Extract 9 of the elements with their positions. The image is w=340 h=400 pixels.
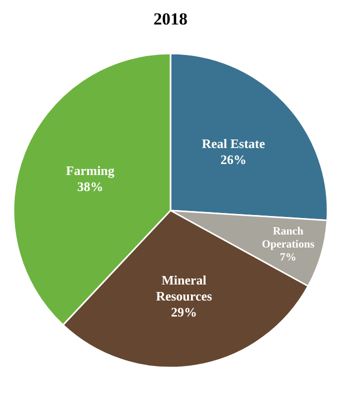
chart-title: 2018 xyxy=(154,10,188,28)
slice-label: Farming xyxy=(66,163,115,178)
slice-label: Ranch Operations xyxy=(262,226,316,251)
data-label: 7% xyxy=(280,252,296,264)
data-label: 26% xyxy=(220,152,246,167)
slice-label: Real Estate xyxy=(202,136,266,151)
data-label: 38% xyxy=(77,179,104,194)
data-label: 29% xyxy=(171,304,198,320)
slice-label: Mineral Resources xyxy=(156,272,212,304)
